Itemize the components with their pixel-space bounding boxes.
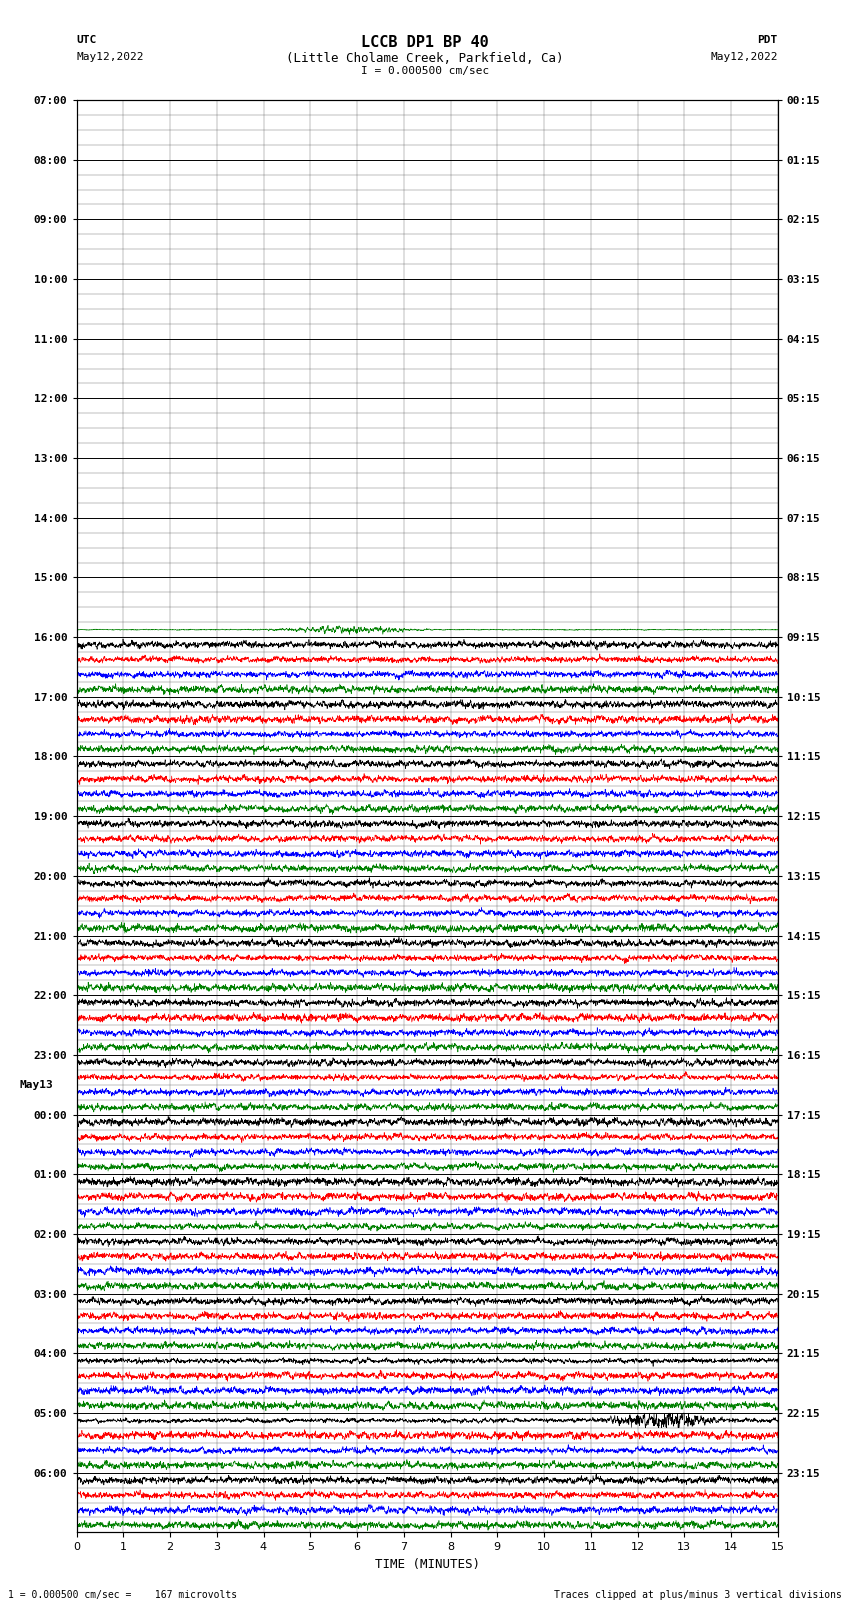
Text: I = 0.000500 cm/sec: I = 0.000500 cm/sec bbox=[361, 66, 489, 76]
Text: LCCB DP1 BP 40: LCCB DP1 BP 40 bbox=[361, 35, 489, 50]
X-axis label: TIME (MINUTES): TIME (MINUTES) bbox=[375, 1558, 479, 1571]
Text: May13: May13 bbox=[20, 1079, 53, 1090]
Text: May12,2022: May12,2022 bbox=[76, 52, 144, 61]
Text: Traces clipped at plus/minus 3 vertical divisions: Traces clipped at plus/minus 3 vertical … bbox=[553, 1590, 842, 1600]
Text: May12,2022: May12,2022 bbox=[711, 52, 778, 61]
Text: 1 = 0.000500 cm/sec =    167 microvolts: 1 = 0.000500 cm/sec = 167 microvolts bbox=[8, 1590, 238, 1600]
Text: (Little Cholame Creek, Parkfield, Ca): (Little Cholame Creek, Parkfield, Ca) bbox=[286, 52, 564, 65]
Text: PDT: PDT bbox=[757, 35, 778, 45]
Text: UTC: UTC bbox=[76, 35, 97, 45]
